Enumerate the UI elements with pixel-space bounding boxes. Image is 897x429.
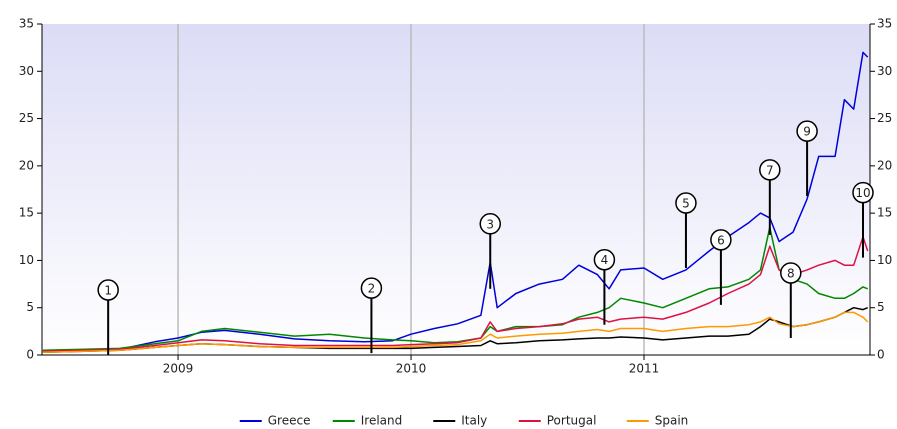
annotation-badge (675, 192, 697, 214)
y-tick-label: 5 (26, 300, 34, 314)
y2-tick-label: 5 (877, 300, 885, 314)
annotation: 8 (780, 262, 802, 338)
y2-tick-label: 10 (877, 253, 892, 267)
annotation-label: 10 (855, 186, 870, 200)
y-tick-label: 10 (19, 253, 34, 267)
annotation: 1 (97, 279, 119, 355)
y2-tick-label: 35 (877, 17, 892, 31)
annotation-label: 5 (682, 196, 690, 210)
annotation-badge (360, 277, 383, 299)
annotation-label: 1 (104, 284, 112, 298)
y2-tick-label: 25 (877, 111, 892, 125)
annotation-badge (97, 279, 119, 301)
legend-label: Italy (461, 414, 487, 428)
x-tick-label: 2010 (396, 362, 427, 376)
series-line (42, 311, 869, 353)
plot-background (42, 24, 870, 355)
y-tick-label: 15 (19, 206, 34, 220)
annotation-badge (593, 248, 616, 271)
legend-label: Spain (655, 414, 689, 428)
annotation-label: 6 (717, 233, 725, 247)
legend-label: Greece (268, 414, 311, 428)
annotation-badge (479, 213, 501, 235)
annotation: 4 (593, 248, 616, 325)
annotation: 6 (710, 229, 732, 305)
annotation-label: 3 (486, 217, 494, 231)
annotation: 3 (479, 213, 501, 289)
annotation-label: 4 (601, 253, 609, 267)
legend-label: Portugal (547, 414, 597, 428)
y-tick-label: 30 (19, 64, 34, 78)
annotation: 7 (759, 159, 781, 235)
annotation-label: 7 (766, 163, 774, 177)
legend-label: Ireland (361, 414, 403, 428)
annotation-badge (780, 262, 802, 284)
annotation: 2 (360, 277, 383, 354)
annotation-badge (852, 181, 874, 204)
y2-tick-label: 20 (877, 158, 892, 172)
annotation-badge (796, 120, 818, 142)
annotation-label: 2 (368, 282, 376, 296)
annotation-badge (759, 159, 781, 181)
y-tick-label: 35 (19, 17, 34, 31)
annotation-label: 8 (787, 266, 795, 280)
annotation: 9 (796, 120, 818, 197)
y2-tick-label: 15 (877, 206, 892, 220)
x-tick-label: 2011 (629, 362, 660, 376)
x-tick-label: 2009 (163, 362, 194, 376)
annotation: 5 (675, 192, 697, 268)
y2-tick-label: 0 (877, 348, 885, 362)
y-tick-label: 0 (26, 348, 34, 362)
y-tick-label: 25 (19, 111, 34, 125)
y2-tick-label: 30 (877, 64, 892, 78)
y-tick-label: 20 (19, 158, 34, 172)
annotation-label: 9 (803, 125, 811, 139)
annotation-badge (710, 229, 732, 251)
series-line (42, 51, 869, 352)
annotation: 10 (852, 181, 874, 258)
